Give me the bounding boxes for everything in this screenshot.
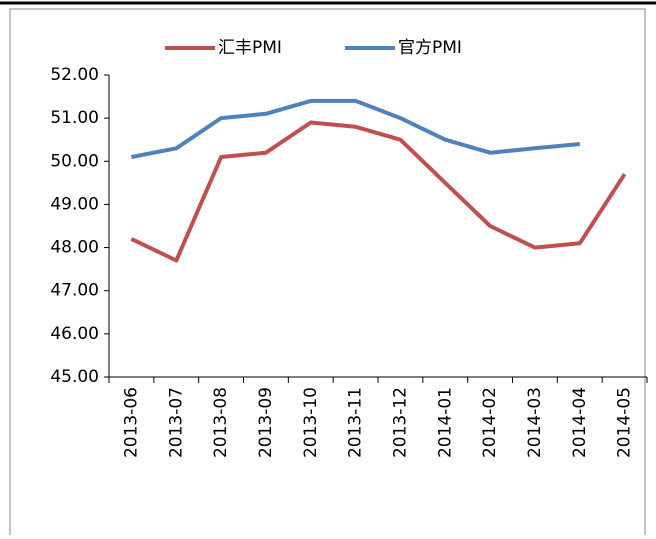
x-tick-label: 2014-05 bbox=[615, 387, 635, 458]
legend-label: 汇丰PMI bbox=[218, 38, 282, 58]
data-line bbox=[130, 120, 627, 263]
y-tick-label: 45.00 bbox=[50, 367, 99, 387]
chart-frame bbox=[9, 8, 646, 539]
x-tick-label: 2013-07 bbox=[166, 387, 186, 458]
y-tick-label: 47.00 bbox=[50, 281, 99, 301]
x-tick-label: 2014-02 bbox=[480, 387, 500, 458]
x-tick-label: 2013-11 bbox=[346, 387, 366, 458]
x-tick-label: 2013-10 bbox=[301, 387, 321, 458]
x-tick-label: 2013-08 bbox=[211, 387, 231, 458]
x-tick-label: 2014-04 bbox=[570, 387, 590, 458]
x-tick-label: 2014-03 bbox=[525, 387, 545, 458]
y-tick-label: 46.00 bbox=[50, 324, 99, 344]
y-tick-label: 49.00 bbox=[50, 194, 99, 214]
x-tick-label: 2013-06 bbox=[121, 387, 141, 458]
x-tick-label: 2013-09 bbox=[256, 387, 276, 458]
x-tick-label: 2014-01 bbox=[435, 387, 455, 458]
x-tick-label: 2013-12 bbox=[390, 387, 410, 458]
y-tick-label: 50.00 bbox=[50, 151, 99, 171]
y-tick-label: 51.00 bbox=[50, 108, 99, 128]
data-line bbox=[131, 98, 580, 159]
y-tick-label: 48.00 bbox=[50, 238, 99, 258]
y-tick-label: 52.00 bbox=[50, 65, 99, 85]
legend-label: 官方PMI bbox=[398, 38, 462, 58]
